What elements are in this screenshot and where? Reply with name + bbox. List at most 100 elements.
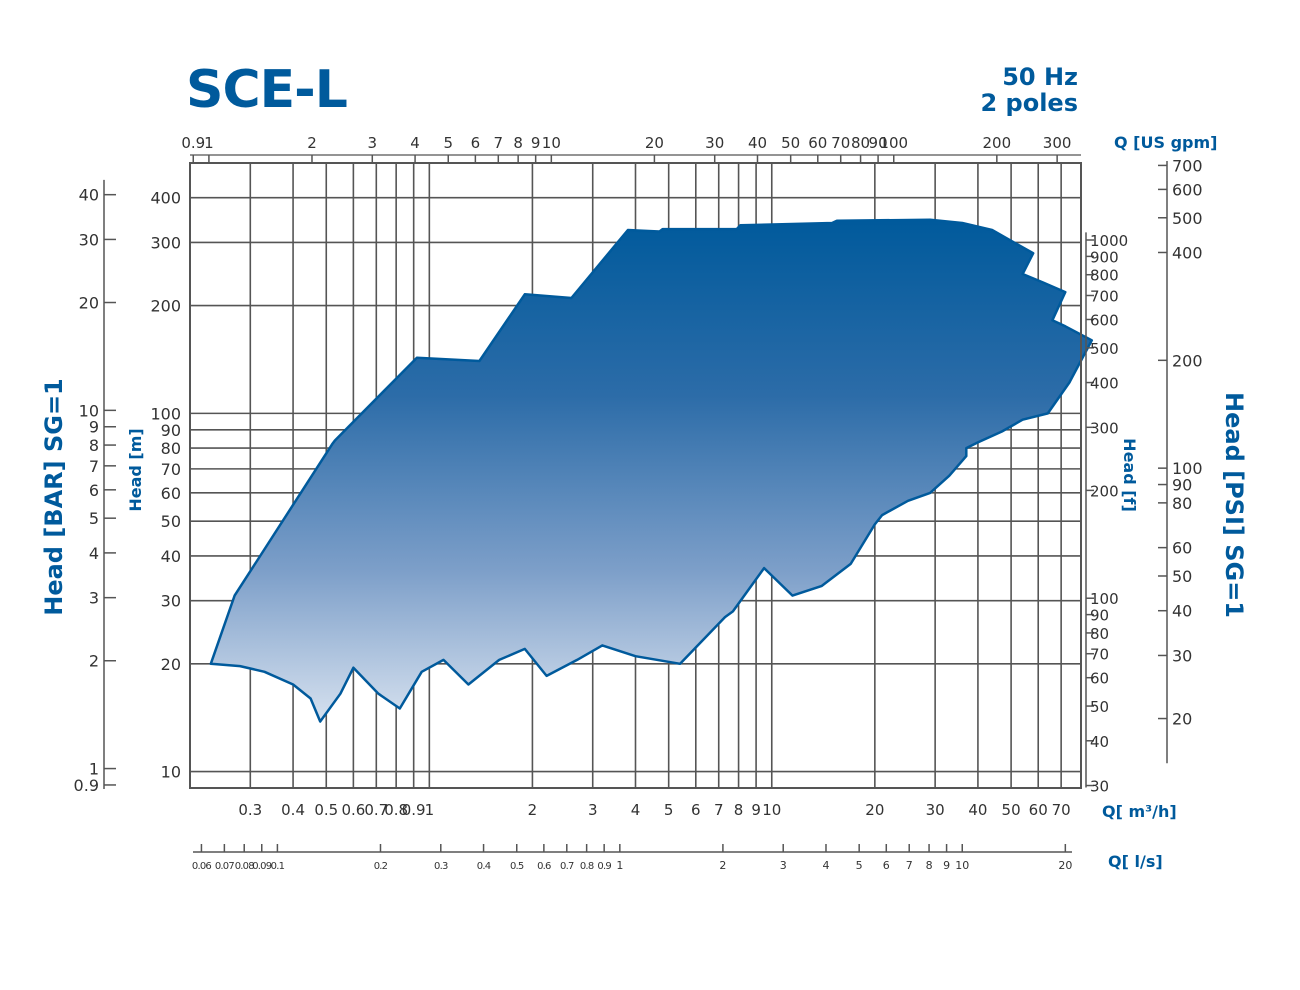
x-tick-label: 50 — [1002, 801, 1021, 819]
psi-tick-label: 600 — [1172, 180, 1203, 199]
ft-tick-label: 70 — [1090, 646, 1109, 664]
psi-tick-label: 80 — [1172, 494, 1192, 513]
psi-axis-label: Head [PSI] SG=1 — [1220, 392, 1248, 618]
axes: 0.3 0.4 0.5 0.6 0.70.80.91 2 3 4 5 6 7 8 9 10 20 30 40 50… — [40, 133, 1248, 872]
bar-tick-label: 8 — [89, 436, 99, 455]
ls-tick-label: 0.6 — [537, 861, 551, 872]
y-tick-label: 50 — [161, 512, 181, 531]
psi-tick-label: 30 — [1172, 646, 1192, 665]
y-tick-label: 40 — [161, 547, 181, 566]
envelope-area — [209, 218, 1094, 723]
top-tick-label: 8 — [513, 134, 523, 152]
ft-tick-label: 60 — [1090, 670, 1109, 688]
top-tick-label: 7 — [494, 134, 504, 152]
x-tick-label: 1 — [425, 801, 435, 819]
top-tick-label: 300 — [1043, 134, 1072, 152]
y-tick-label: 400 — [150, 189, 181, 208]
ft-axis-label: Head [f] — [1120, 438, 1139, 512]
plot-frame — [189, 162, 1082, 789]
bar-tick-label: 3 — [89, 589, 99, 608]
x-tick-label: 0.3 — [238, 801, 262, 819]
top-tick-label: 3 — [368, 134, 378, 152]
y-tick-label: 20 — [161, 655, 181, 674]
x-tick-label: 20 — [865, 801, 884, 819]
top-tick-label: 1 — [204, 134, 214, 152]
ft-tick-label: 600 — [1090, 311, 1119, 329]
x-axis-label: Q[ m³/h] — [1102, 802, 1177, 821]
y-tick-label: 30 — [161, 592, 181, 611]
frequency-label: 50 Hz 2 poles — [980, 64, 1078, 116]
x-tick-label: 0.9 — [402, 801, 426, 819]
x-tick-label: 5 — [664, 801, 674, 819]
bar-tick-label: 20 — [79, 294, 99, 313]
ls-tick-label: 0.8 — [580, 861, 594, 872]
x-tick-label: 6 — [691, 801, 701, 819]
psi-tick-label: 400 — [1172, 243, 1203, 262]
top-tick-label: 2 — [307, 134, 317, 152]
ls-axis-label: Q[ l/s] — [1108, 852, 1163, 871]
ls-tick-label: 9 — [943, 859, 950, 872]
ft-tick-label: 30 — [1090, 778, 1109, 796]
top-tick-label: 200 — [983, 134, 1012, 152]
top-tick-label: 30 — [705, 134, 724, 152]
x-tick-label: 30 — [926, 801, 945, 819]
top-tick-label: 90 — [869, 134, 888, 152]
bar-tick-label: 5 — [89, 509, 99, 528]
x-tick-label: 2 — [528, 801, 538, 819]
ls-tick-label: 6 — [883, 859, 890, 872]
ft-tick-label: 1000 — [1090, 232, 1128, 250]
top-tick-label: 60 — [808, 134, 827, 152]
psi-tick-label: 100 — [1172, 459, 1203, 478]
ft-tick-label: 500 — [1090, 340, 1119, 358]
frequency-value: 50 Hz — [1002, 63, 1078, 91]
ls-tick-label: 1 — [616, 859, 623, 872]
bar-tick-label: 2 — [89, 652, 99, 671]
poles-value: 2 poles — [980, 89, 1078, 117]
psi-tick-label: 20 — [1172, 710, 1192, 729]
ls-tick-label: 0.2 — [374, 861, 388, 872]
x-tick-label: 4 — [631, 801, 641, 819]
ft-tick-label: 200 — [1090, 482, 1119, 500]
ft-tick-label: 900 — [1090, 248, 1119, 266]
top-tick-label: 20 — [645, 134, 664, 152]
x-tick-label: 10 — [762, 801, 781, 819]
y-axis-label: Head [m] — [126, 428, 145, 511]
top-tick-label: 0.9 — [181, 134, 205, 152]
ls-tick-label: 0.06 — [192, 861, 212, 872]
operating-envelope — [209, 218, 1094, 723]
ft-tick-label: 400 — [1090, 375, 1119, 393]
ls-tick-label: 4 — [822, 859, 829, 872]
top-tick-label: 40 — [748, 134, 767, 152]
x-tick-label: 8 — [734, 801, 744, 819]
y-tick-label: 90 — [161, 421, 181, 440]
x-tick-label: 40 — [968, 801, 987, 819]
y-tick-label: 10 — [161, 763, 181, 782]
bar-tick-label: 0.9 — [74, 776, 99, 795]
top-tick-label: 50 — [781, 134, 800, 152]
ft-tick-label: 100 — [1090, 590, 1119, 608]
top-tick-label: 6 — [471, 134, 481, 152]
x-tick-label: 0.7 — [364, 801, 388, 819]
y-tick-label: 60 — [161, 484, 181, 503]
bar-axis-label: Head [BAR] SG=1 — [40, 378, 68, 616]
ls-tick-label: 8 — [926, 859, 933, 872]
bar-tick-label: 10 — [79, 401, 99, 420]
ls-tick-label: 0.4 — [477, 861, 491, 872]
psi-tick-label: 40 — [1172, 602, 1192, 621]
ft-tick-label: 300 — [1090, 419, 1119, 437]
x-tick-label: 70 — [1052, 801, 1071, 819]
ls-tick-label: 0.3 — [434, 861, 448, 872]
x-tick-label: 0.4 — [281, 801, 305, 819]
psi-tick-label: 60 — [1172, 539, 1192, 558]
ft-tick-label: 50 — [1090, 698, 1109, 716]
ft-tick-label: 40 — [1090, 733, 1109, 751]
ft-tick-label: 800 — [1090, 267, 1119, 285]
plot-border — [189, 162, 1082, 789]
y-tick-label: 70 — [161, 460, 181, 479]
ls-tick-label: 0.09 — [252, 861, 272, 872]
ls-tick-label: 0.9 — [597, 861, 611, 872]
ls-tick-label: 10 — [955, 859, 969, 872]
ls-tick-label: 0.1 — [271, 861, 285, 872]
y-tick-label: 300 — [150, 233, 181, 252]
